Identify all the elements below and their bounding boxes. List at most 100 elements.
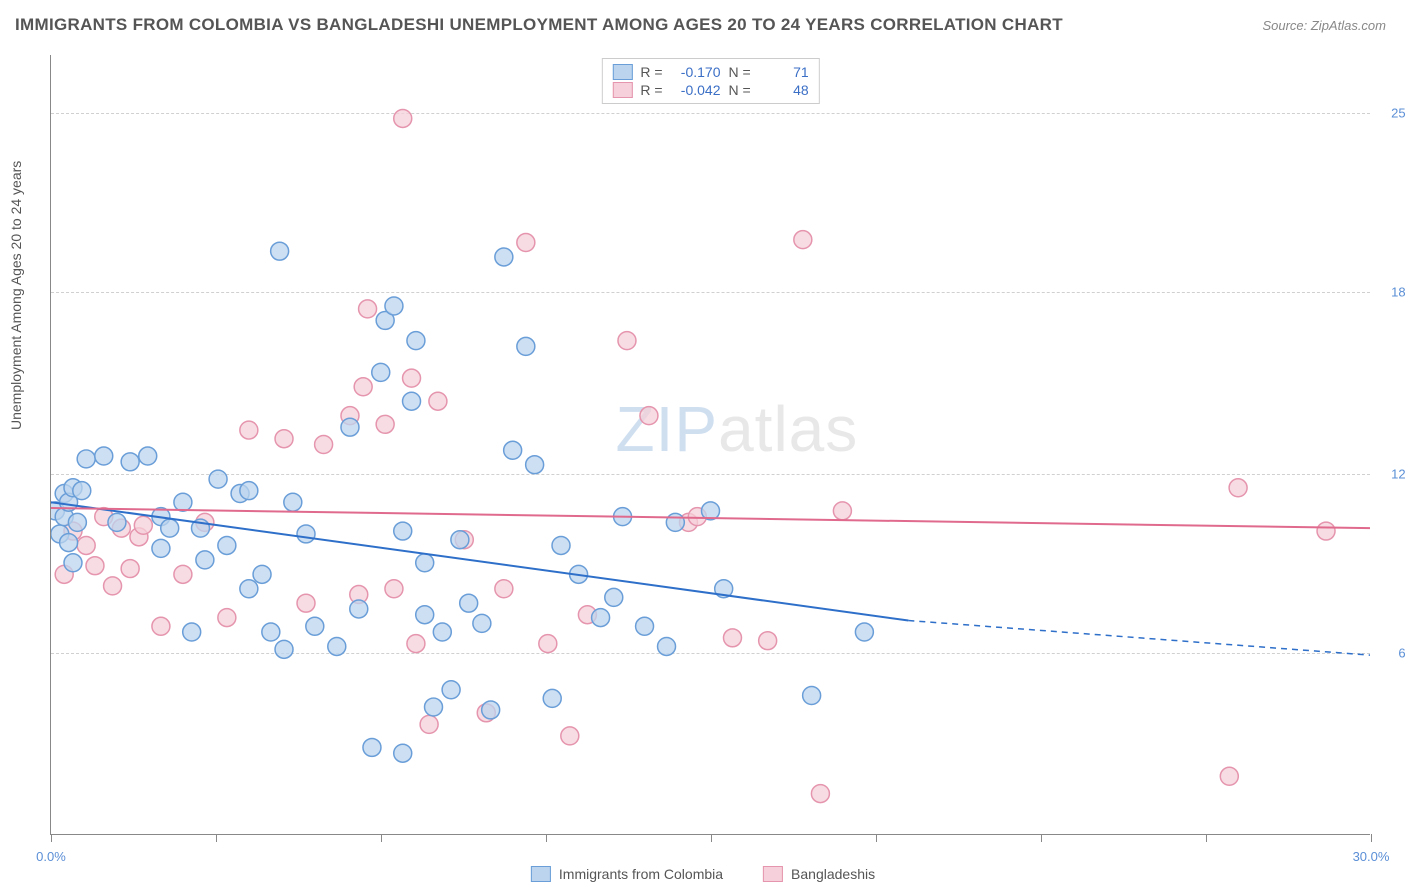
data-point <box>315 436 333 454</box>
data-point <box>86 557 104 575</box>
data-point <box>240 421 258 439</box>
data-point <box>196 551 214 569</box>
data-point <box>60 534 78 552</box>
data-point <box>394 109 412 127</box>
data-point <box>134 516 152 534</box>
data-point <box>121 560 139 578</box>
data-point <box>77 450 95 468</box>
data-point <box>1229 479 1247 497</box>
data-point <box>539 635 557 653</box>
data-point <box>666 513 684 531</box>
data-point <box>152 617 170 635</box>
series-2-name: Bangladeshis <box>791 866 875 882</box>
data-point <box>451 531 469 549</box>
data-point <box>363 738 381 756</box>
data-point <box>640 407 658 425</box>
n-value-1: 71 <box>759 64 809 80</box>
x-tick <box>1041 834 1042 842</box>
x-tick <box>216 834 217 842</box>
data-point <box>271 242 289 260</box>
data-point <box>385 297 403 315</box>
r-label: R = <box>640 64 662 80</box>
data-point <box>416 606 434 624</box>
data-point <box>526 456 544 474</box>
data-point <box>442 681 460 699</box>
data-point <box>350 600 368 618</box>
data-point <box>794 231 812 249</box>
data-point <box>183 623 201 641</box>
data-point <box>429 392 447 410</box>
data-point <box>354 378 372 396</box>
data-point <box>618 332 636 350</box>
data-point <box>407 332 425 350</box>
data-point <box>833 502 851 520</box>
data-point <box>811 785 829 803</box>
data-point <box>403 369 421 387</box>
data-point <box>460 594 478 612</box>
swatch-series-1 <box>612 64 632 80</box>
swatch-series-1-bottom <box>531 866 551 882</box>
data-point <box>108 513 126 531</box>
data-point <box>552 536 570 554</box>
data-point <box>209 470 227 488</box>
data-point <box>218 536 236 554</box>
data-point <box>495 248 513 266</box>
data-point <box>420 715 438 733</box>
plot-area: ZIPatlas R = -0.170 N = 71 R = -0.042 N … <box>50 55 1370 835</box>
data-point <box>482 701 500 719</box>
data-point <box>1220 767 1238 785</box>
data-point <box>306 617 324 635</box>
swatch-series-2 <box>612 82 632 98</box>
data-point <box>152 539 170 557</box>
series-1-name: Immigrants from Colombia <box>559 866 723 882</box>
x-tick <box>51 834 52 842</box>
x-tick <box>1206 834 1207 842</box>
data-point <box>636 617 654 635</box>
n-label: N = <box>729 82 751 98</box>
data-point <box>372 363 390 381</box>
swatch-series-2-bottom <box>763 866 783 882</box>
source-name: ZipAtlas.com <box>1311 18 1386 33</box>
legend-item-series-2: Bangladeshis <box>763 866 875 882</box>
n-label: N = <box>729 64 751 80</box>
n-value-2: 48 <box>759 82 809 98</box>
data-point <box>240 482 258 500</box>
data-point <box>433 623 451 641</box>
data-point <box>723 629 741 647</box>
x-tick <box>546 834 547 842</box>
data-point <box>262 623 280 641</box>
data-point <box>385 580 403 598</box>
data-point <box>174 565 192 583</box>
data-point <box>658 637 676 655</box>
data-point <box>174 493 192 511</box>
y-tick-label: 6.3% <box>1398 646 1406 661</box>
data-point <box>1317 522 1335 540</box>
data-point <box>341 418 359 436</box>
source-prefix: Source: <box>1262 18 1310 33</box>
y-tick-label: 12.5% <box>1391 466 1406 481</box>
data-point <box>855 623 873 641</box>
legend-row-series-2: R = -0.042 N = 48 <box>612 81 808 99</box>
data-point <box>416 554 434 572</box>
x-tick <box>876 834 877 842</box>
x-tick <box>711 834 712 842</box>
data-point <box>297 525 315 543</box>
data-point <box>77 536 95 554</box>
x-tick <box>381 834 382 842</box>
data-point <box>253 565 271 583</box>
data-point <box>407 635 425 653</box>
y-tick-label: 25.0% <box>1391 105 1406 120</box>
data-point <box>297 594 315 612</box>
x-tick-label: 30.0% <box>1353 849 1390 864</box>
data-point <box>284 493 302 511</box>
data-point <box>803 687 821 705</box>
x-tick-label: 0.0% <box>36 849 66 864</box>
data-point <box>403 392 421 410</box>
data-point <box>394 744 412 762</box>
r-value-2: -0.042 <box>671 82 721 98</box>
data-point <box>218 609 236 627</box>
data-point <box>592 609 610 627</box>
source-attribution: Source: ZipAtlas.com <box>1262 18 1386 33</box>
data-point <box>161 519 179 537</box>
y-tick-label: 18.8% <box>1391 284 1406 299</box>
